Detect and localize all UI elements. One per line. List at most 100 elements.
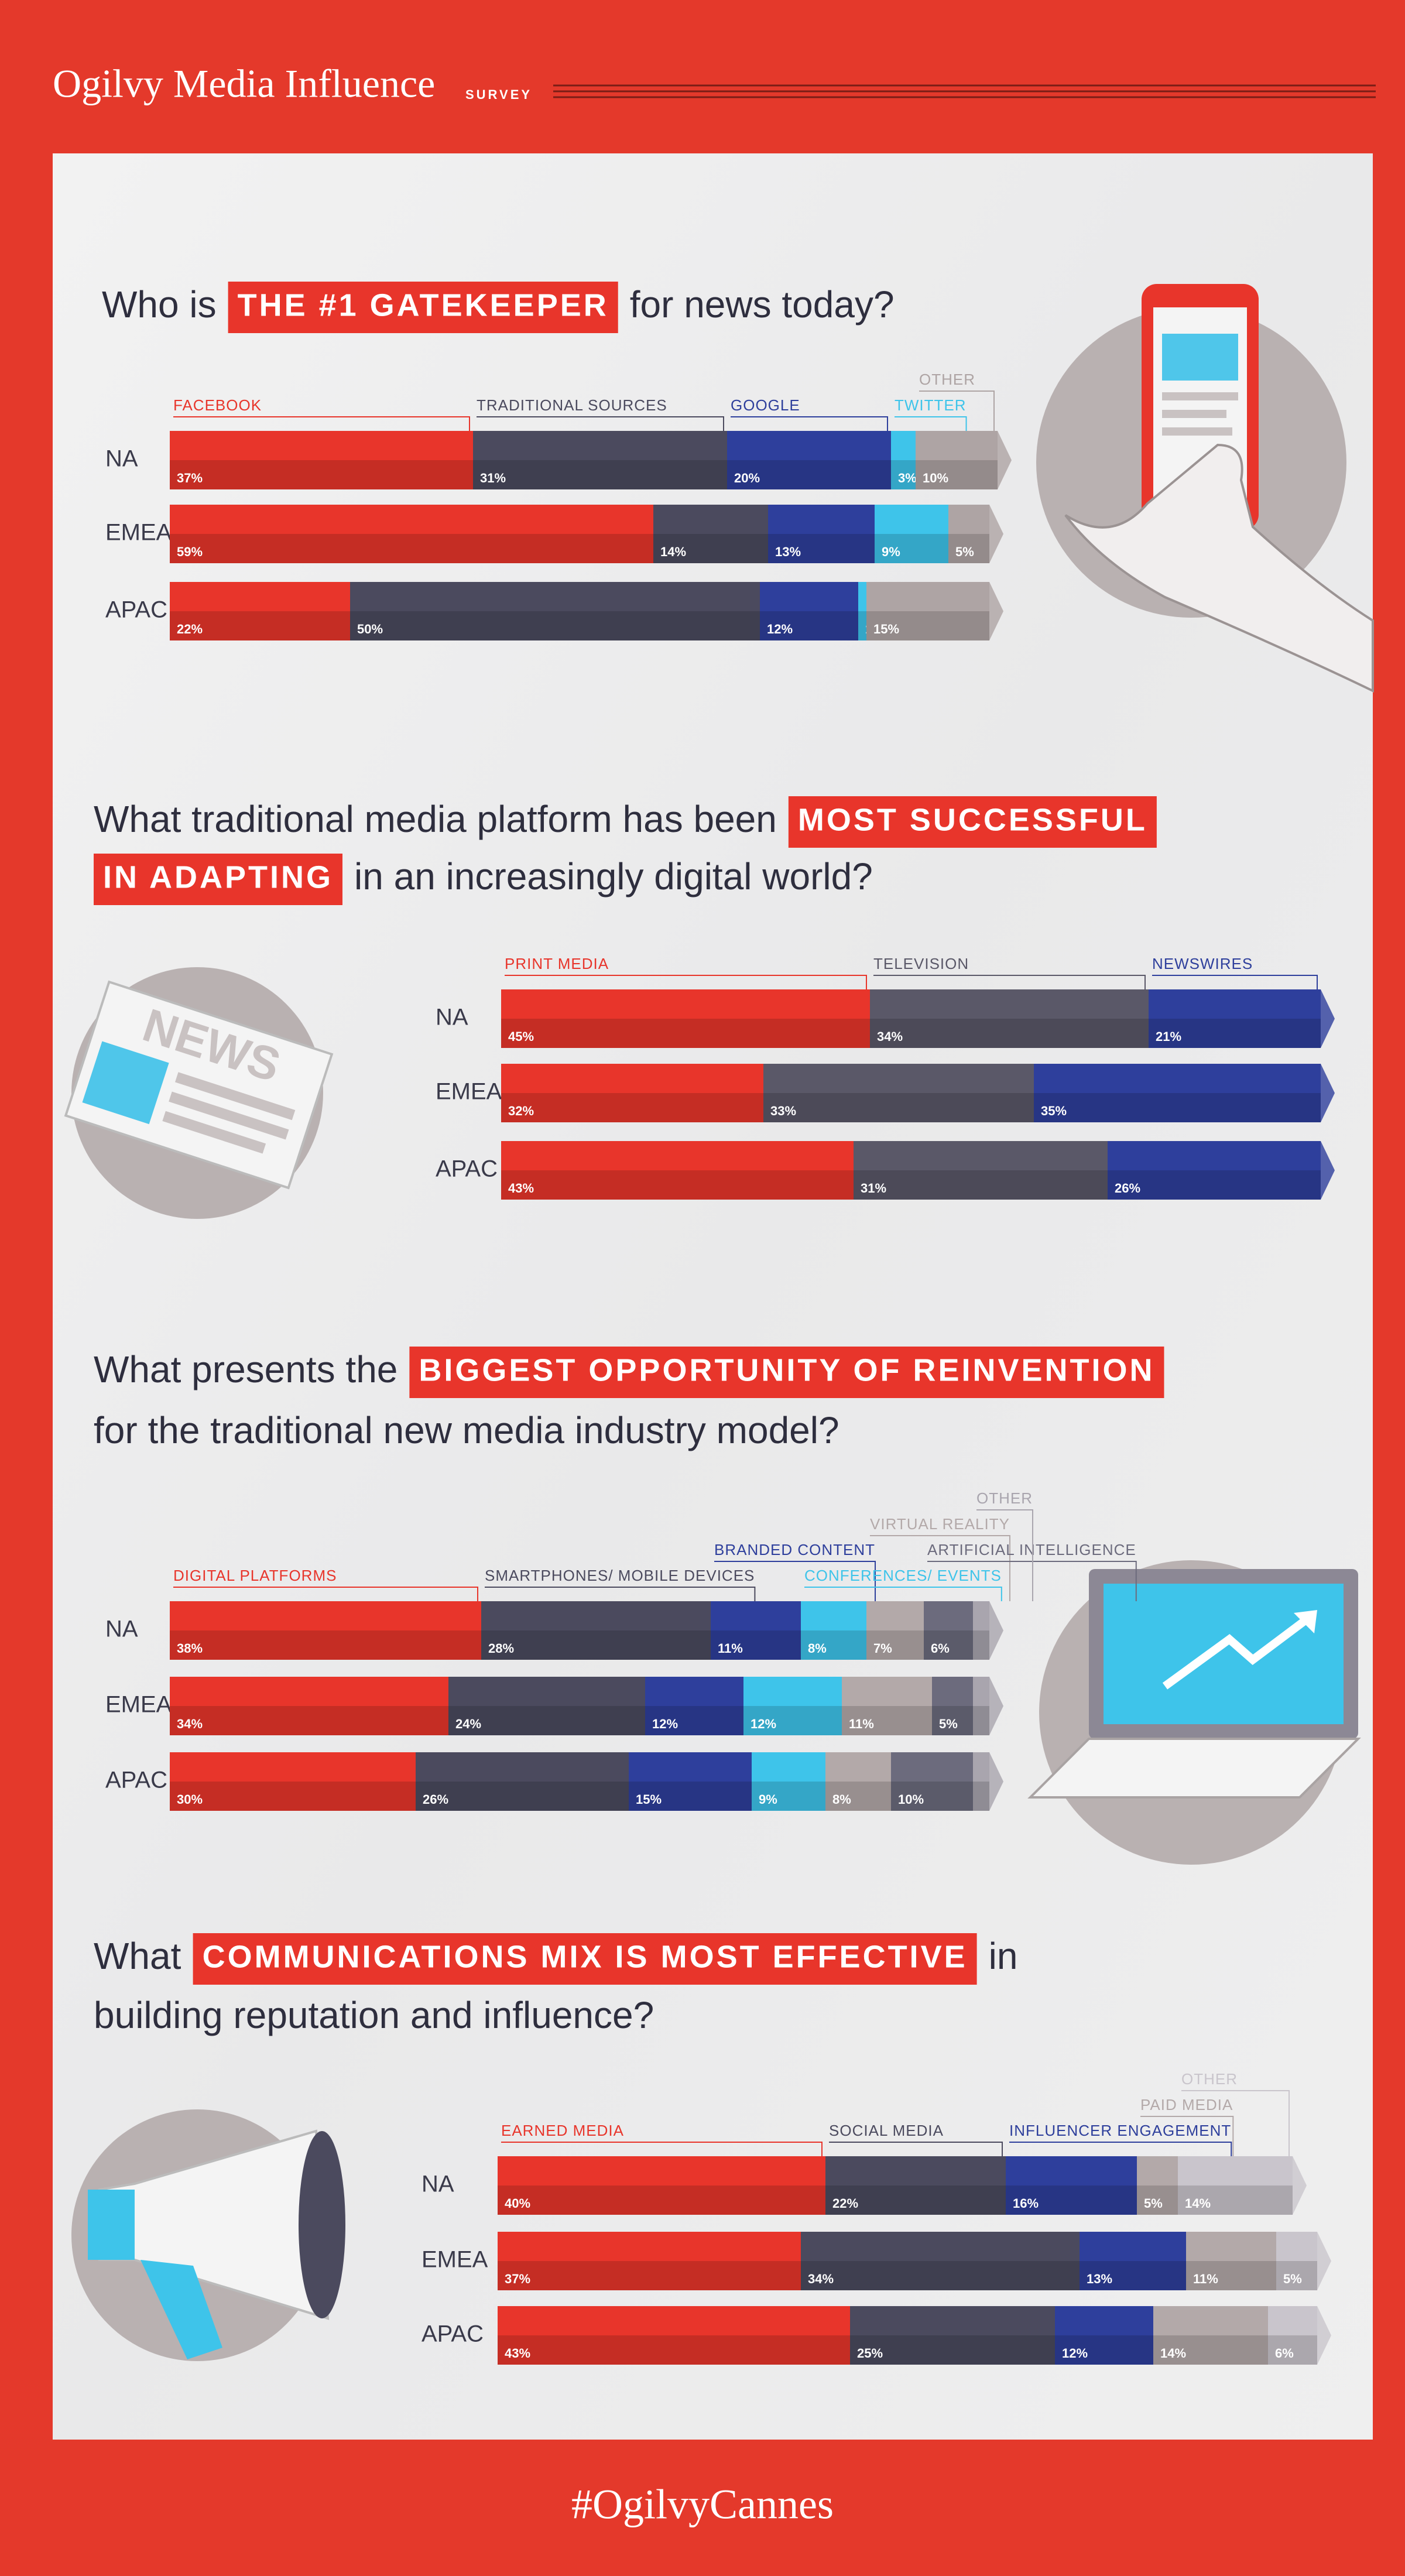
bar-cap	[998, 431, 1012, 489]
bar-segment	[645, 1677, 743, 1735]
row-label: APAC	[422, 2321, 484, 2347]
legend-label: SOCIAL MEDIA	[829, 2122, 944, 2139]
bar-segment	[973, 1752, 989, 1811]
value-label: 7%	[873, 1641, 892, 1656]
bar-shade	[760, 611, 858, 640]
bar-shade	[743, 1706, 842, 1735]
bar-segment	[170, 582, 350, 640]
value-label: 14%	[1185, 2196, 1211, 2211]
bar-shade	[801, 1630, 866, 1660]
title-segment: IN ADAPTING	[94, 854, 342, 905]
row-label: NA	[105, 446, 138, 472]
bar-shade	[501, 1019, 870, 1048]
value-label: 8%	[832, 1792, 851, 1807]
bar-segment	[870, 989, 1149, 1048]
bar-segment	[1149, 989, 1321, 1048]
value-label: 12%	[652, 1717, 678, 1731]
bar-shade	[448, 1706, 645, 1735]
legend-bracket	[927, 1561, 1137, 1601]
bar-segment	[763, 1064, 1034, 1122]
value-label: 14%	[660, 544, 686, 559]
bar-segment	[948, 505, 989, 563]
value-label: 12%	[751, 1717, 776, 1731]
bar-cap	[1321, 1141, 1335, 1200]
header-rule	[553, 84, 1376, 98]
bar-shade	[1149, 1019, 1321, 1048]
row-label: APAC	[105, 597, 167, 623]
legend-bracket	[870, 1535, 1010, 1601]
bar-shade	[1276, 2261, 1317, 2290]
value-label: 16%	[1013, 2196, 1039, 2211]
bar-shade	[711, 1630, 801, 1660]
bar-segment	[743, 1677, 842, 1735]
bar-segment	[416, 1752, 629, 1811]
legend-label: PAID MEDIA	[1140, 2096, 1233, 2113]
title-segment: What presents the	[94, 1348, 397, 1390]
title-segment: in	[989, 1935, 1018, 1977]
value-label: 34%	[877, 1029, 903, 1044]
value-label: 31%	[480, 471, 506, 485]
legend-label: EARNED MEDIA	[501, 2122, 624, 2139]
value-label: 37%	[177, 471, 203, 485]
row-label: EMEA	[105, 1692, 172, 1718]
bar-shade	[170, 1706, 448, 1735]
bar-shade	[948, 534, 989, 563]
legend-label: INFLUENCER ENGAGEMENT	[1009, 2122, 1231, 2139]
newspaper-illustration: NEWS	[64, 967, 334, 1219]
bar-shade	[973, 1782, 989, 1811]
legend-bracket	[804, 1587, 1002, 1601]
laptop-illustration	[1027, 1560, 1361, 1865]
value-label: 38%	[177, 1641, 203, 1656]
title-highlight	[409, 1347, 1164, 1398]
legend-bracket	[1152, 975, 1318, 989]
bar-shade	[891, 1782, 973, 1811]
bar-segment	[711, 1601, 801, 1660]
bar-shade	[768, 534, 875, 563]
bar-shade	[170, 1630, 481, 1660]
title-segment: MOST SUCCESSFUL	[788, 796, 1157, 848]
value-label: 43%	[505, 2346, 530, 2361]
legend-bracket	[895, 416, 967, 431]
title-highlight	[94, 854, 342, 905]
bar-segment	[825, 2156, 1006, 2215]
title-text: in an increasingly digital world?	[354, 855, 873, 898]
legend-label: OTHER	[919, 371, 975, 388]
bar-shade	[825, 2186, 1006, 2215]
bar-segment	[498, 2232, 801, 2290]
legend-bracket	[477, 416, 724, 431]
bar-segment	[170, 505, 653, 563]
value-label: 31%	[861, 1181, 886, 1195]
bar-shade	[170, 611, 350, 640]
title-highlight-text: COMMUNICATIONS MIX IS MOST EFFECTIVE	[203, 1939, 968, 1974]
row-label: NA	[436, 1005, 468, 1030]
value-label: 5%	[1283, 2272, 1302, 2286]
bar-segment	[629, 1752, 752, 1811]
title-text: What	[94, 1935, 181, 1977]
bar-shade	[854, 1170, 1108, 1200]
legend-bracket	[173, 1587, 478, 1601]
bar-shade	[473, 460, 727, 489]
value-label: 21%	[1156, 1029, 1181, 1044]
bar-shade	[1006, 2186, 1137, 2215]
title-highlight-text: IN ADAPTING	[103, 859, 333, 895]
title-segment: What	[94, 1935, 181, 1977]
value-label: 14%	[1160, 2346, 1186, 2361]
phone-illustration	[1036, 284, 1374, 693]
bar-shade	[1186, 2261, 1276, 2290]
value-label: 15%	[873, 622, 899, 636]
bar-segment	[350, 582, 760, 640]
value-label: 20%	[734, 471, 760, 485]
bar-shade	[866, 611, 989, 640]
value-label: 32%	[508, 1104, 534, 1118]
bar-shade	[866, 1630, 924, 1660]
value-label: 10%	[923, 471, 948, 485]
bar-segment	[170, 1677, 448, 1735]
bar-segment	[916, 431, 998, 489]
bar-segment	[1178, 2156, 1293, 2215]
legend-bracket	[501, 2142, 823, 2156]
value-label: 12%	[767, 622, 793, 636]
bar-segment	[760, 582, 858, 640]
bar-segment	[1186, 2232, 1276, 2290]
bar-cap	[989, 1677, 1003, 1735]
title-text: for the traditional new media industry m…	[94, 1409, 839, 1451]
